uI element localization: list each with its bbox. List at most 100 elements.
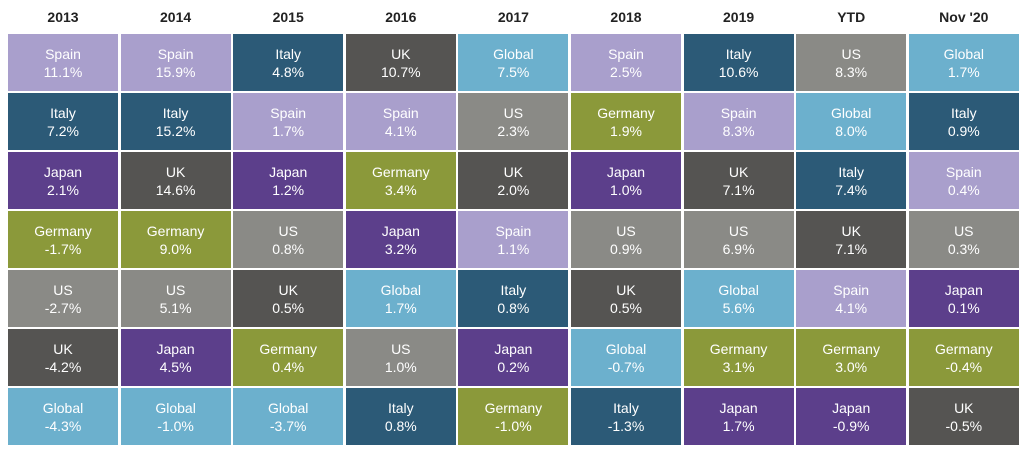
return: 9.0% — [159, 240, 192, 257]
return: 0.8% — [384, 417, 417, 434]
cell: Italy 7.2% — [8, 93, 118, 150]
country: Germany — [822, 340, 880, 357]
return: 7.1% — [835, 240, 868, 257]
cell: Global 1.7% — [345, 270, 456, 327]
column: Nov '20 Global 1.7% Italy 0.9% Spain 0.4% US 0.3… — [908, 0, 1019, 447]
cell: Germany 1.9% — [571, 93, 681, 150]
column: 2014 Spain 15.9% Italy 15.2% UK 14.6% Germany 9.… — [120, 0, 231, 447]
return: 1.1% — [497, 240, 530, 257]
return: 2.5% — [610, 63, 642, 80]
cell: Italy 0.8% — [458, 270, 569, 327]
return: 7.2% — [47, 122, 79, 139]
cell: Germany -1.7% — [8, 211, 118, 268]
country: Italy — [500, 281, 527, 298]
return: 2.3% — [497, 122, 530, 139]
country: Spain — [382, 104, 419, 121]
country: Germany — [484, 399, 543, 416]
return: 3.0% — [835, 358, 868, 375]
return: 0.4% — [272, 358, 305, 375]
country: Germany — [372, 163, 430, 180]
return: 1.7% — [272, 122, 305, 139]
country: Spain — [833, 281, 870, 298]
return: 14.6% — [155, 181, 196, 198]
country: Spain — [495, 222, 532, 239]
return: -2.7% — [44, 299, 82, 316]
column: 2015 Italy 4.8% Spain 1.7% Japan 1.2% US 0.8% UK 0… — [233, 0, 344, 447]
column: 2019 Italy 10.6% Spain 8.3% UK 7.1% US 6.9% Globa… — [683, 0, 794, 447]
cell: UK 14.6% — [120, 152, 231, 209]
country: UK — [841, 222, 861, 239]
country: Japan — [494, 340, 533, 357]
cell: Spain 0.4% — [908, 152, 1019, 209]
cell: US 6.9% — [683, 211, 794, 268]
country: US — [278, 222, 298, 239]
country: Germany — [34, 222, 92, 239]
country: Japan — [832, 399, 871, 416]
country: UK — [616, 281, 636, 298]
country: US — [165, 281, 186, 298]
return: 1.7% — [722, 417, 755, 434]
column-header: 2019 — [723, 9, 755, 25]
country: US — [841, 45, 861, 62]
country: Global — [155, 399, 196, 416]
country: Global — [493, 45, 534, 62]
country: Global — [943, 45, 985, 62]
country: Japan — [606, 163, 646, 180]
column: 2017 Global 7.5% US 2.3% UK 2.0% Spain 1.1% Italy… — [458, 0, 569, 447]
country: US — [954, 222, 974, 239]
country: Germany — [259, 340, 317, 357]
cell: UK 7.1% — [683, 152, 794, 209]
return: 0.9% — [947, 122, 980, 139]
cell: Japan 3.2% — [345, 211, 456, 268]
country: Germany — [597, 104, 655, 121]
cell: Italy 0.8% — [345, 388, 456, 445]
return: 10.6% — [718, 63, 759, 80]
country: UK — [53, 340, 73, 357]
country: Spain — [945, 163, 982, 180]
country: UK — [165, 163, 186, 180]
cell: Germany 3.4% — [345, 152, 456, 209]
country: Japan — [269, 163, 308, 180]
country: UK — [278, 281, 298, 298]
country: Global — [42, 399, 84, 416]
return: 1.2% — [272, 181, 305, 198]
return: -1.3% — [607, 417, 645, 434]
column-header: 2015 — [272, 9, 304, 25]
column-header: Nov '20 — [939, 9, 989, 25]
country: Global — [380, 281, 422, 298]
country: Italy — [725, 45, 752, 62]
return: 8.3% — [835, 63, 868, 80]
cell: UK -4.2% — [8, 329, 118, 386]
column-header: YTD — [837, 9, 866, 25]
return: 8.0% — [835, 122, 868, 139]
cell: Germany 3.0% — [796, 329, 907, 386]
return: -1.7% — [44, 240, 82, 257]
return: -0.4% — [945, 358, 983, 375]
cell: Japan -0.9% — [796, 388, 907, 445]
cell: Global -4.3% — [8, 388, 118, 445]
return: 0.3% — [947, 240, 980, 257]
return: 0.8% — [497, 299, 530, 316]
return: 10.7% — [380, 63, 421, 80]
return: 0.5% — [272, 299, 305, 316]
return: 4.1% — [384, 122, 417, 139]
country: Spain — [720, 104, 757, 121]
country: Spain — [270, 104, 307, 121]
country: Italy — [162, 104, 189, 121]
return: 2.1% — [47, 181, 79, 198]
return: -3.7% — [269, 417, 307, 434]
cell: UK 0.5% — [233, 270, 344, 327]
return: 1.0% — [384, 358, 417, 375]
column: YTD US 8.3% Global 8.0% Italy 7.4% UK 7.1% Spain 4… — [796, 0, 907, 447]
cell: US 0.3% — [908, 211, 1019, 268]
cell: Japan 0.2% — [458, 329, 569, 386]
return: -4.2% — [44, 358, 82, 375]
column-header: 2013 — [47, 9, 79, 25]
cell: US -2.7% — [8, 270, 118, 327]
cell: Global 5.6% — [683, 270, 794, 327]
return: 5.1% — [159, 299, 192, 316]
cell: Global 7.5% — [458, 34, 569, 91]
return: 8.3% — [722, 122, 755, 139]
return: 0.9% — [610, 240, 642, 257]
country: Global — [830, 104, 872, 121]
